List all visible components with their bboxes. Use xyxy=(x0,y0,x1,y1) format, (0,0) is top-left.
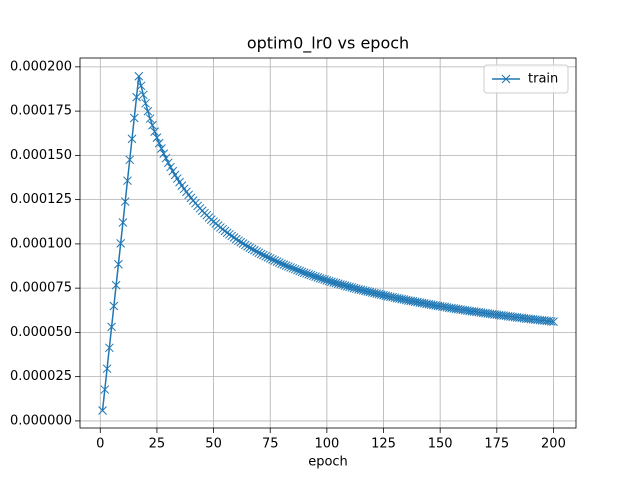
data-point xyxy=(252,247,261,256)
data-point xyxy=(159,149,169,158)
data-point xyxy=(114,259,123,269)
x-tick-label: 75 xyxy=(262,437,279,452)
data-point xyxy=(154,138,164,148)
x-tick-label: 125 xyxy=(371,437,396,452)
y-tick-label: 0.000125 xyxy=(10,192,72,207)
x-tick-label: 200 xyxy=(541,437,566,452)
y-tick-label: 0.000050 xyxy=(10,325,72,340)
data-point xyxy=(295,266,305,276)
data-point xyxy=(141,98,150,108)
data-point xyxy=(304,269,314,279)
y-tick-label: 0.000175 xyxy=(10,104,72,119)
data-point xyxy=(136,81,146,91)
data-point xyxy=(129,113,139,123)
data-point xyxy=(306,270,316,280)
data-point xyxy=(152,133,162,143)
data-point xyxy=(265,254,275,263)
data-point xyxy=(234,236,243,246)
x-tick-label: 150 xyxy=(428,437,453,452)
data-point xyxy=(98,406,107,415)
data-point xyxy=(279,260,289,269)
y-tick-label: 0.000025 xyxy=(10,369,72,384)
data-point xyxy=(102,364,112,374)
data-point xyxy=(109,301,119,311)
data-point xyxy=(286,263,295,272)
data-point xyxy=(125,155,135,165)
legend-marker xyxy=(501,74,511,84)
data-point xyxy=(168,166,178,176)
data-point xyxy=(111,280,121,290)
data-point xyxy=(293,265,302,275)
data-point xyxy=(297,267,307,277)
data-point xyxy=(163,158,173,168)
data-point xyxy=(274,258,284,268)
data-point xyxy=(238,239,248,248)
data-point xyxy=(143,106,153,116)
data-point xyxy=(100,385,110,394)
chart-title: optim0_lr0 vs epoch xyxy=(247,34,409,54)
data-point xyxy=(277,259,286,269)
data-point xyxy=(263,252,273,262)
legend-box xyxy=(483,64,569,94)
x-axis-label: epoch xyxy=(308,455,348,470)
data-point xyxy=(254,248,264,258)
x-tick-label: 175 xyxy=(484,437,509,452)
y-tick-label: 0.000200 xyxy=(10,59,72,74)
data-point xyxy=(299,268,309,278)
data-point xyxy=(250,245,259,255)
data-point xyxy=(549,317,558,326)
data-point xyxy=(120,197,130,206)
x-tick-label: 25 xyxy=(149,437,166,452)
data-point xyxy=(245,243,255,252)
y-tick-label: 0.000075 xyxy=(10,281,72,296)
data-point xyxy=(150,127,160,136)
data-point xyxy=(313,272,323,282)
y-tick-label: 0.000100 xyxy=(10,236,72,251)
data-point xyxy=(157,144,166,153)
data-point xyxy=(240,240,250,250)
data-point xyxy=(283,262,293,271)
data-point xyxy=(270,256,280,265)
data-point xyxy=(268,255,277,264)
data-point xyxy=(134,71,144,81)
data-point xyxy=(166,162,175,172)
data-point xyxy=(236,237,246,247)
data-point xyxy=(123,176,132,186)
data-point xyxy=(118,218,128,227)
data-point xyxy=(281,261,291,271)
data-point xyxy=(311,272,320,281)
data-point xyxy=(272,257,282,266)
data-point xyxy=(546,317,556,326)
legend-label: train xyxy=(528,72,558,87)
data-point xyxy=(116,239,126,248)
data-point xyxy=(243,242,252,251)
data-point xyxy=(107,322,116,332)
data-point xyxy=(161,153,171,163)
data-point xyxy=(256,249,266,259)
data-point xyxy=(290,264,300,274)
y-tick-label: 0.000150 xyxy=(10,148,72,163)
data-point xyxy=(145,114,155,123)
data-point xyxy=(127,134,137,144)
data-point xyxy=(261,251,271,261)
data-point xyxy=(148,120,157,130)
plot-frame xyxy=(79,57,577,429)
data-point xyxy=(288,263,298,273)
data-point xyxy=(138,90,148,100)
x-tick-label: 100 xyxy=(314,437,339,452)
data-point xyxy=(259,250,268,260)
x-tick-label: 50 xyxy=(205,437,222,452)
data-point xyxy=(247,244,257,254)
data-point xyxy=(132,92,141,102)
data-point xyxy=(302,269,311,278)
data-point xyxy=(104,343,114,353)
y-tick-label: 0.000000 xyxy=(10,413,72,428)
x-tick-label: 0 xyxy=(96,437,104,452)
